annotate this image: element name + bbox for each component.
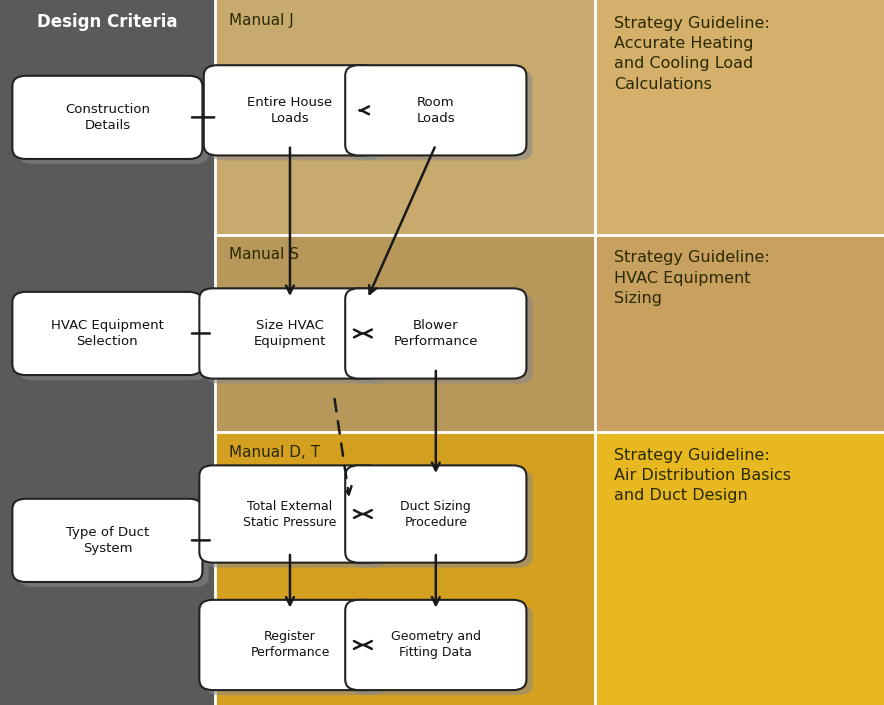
FancyBboxPatch shape <box>210 70 382 161</box>
Text: Strategy Guideline:
HVAC Equipment
Sizing: Strategy Guideline: HVAC Equipment Sizin… <box>614 250 770 306</box>
Text: Manual J: Manual J <box>229 13 293 27</box>
Text: Type of Duct
System: Type of Duct System <box>65 526 149 555</box>
FancyBboxPatch shape <box>12 499 202 582</box>
FancyBboxPatch shape <box>0 0 215 705</box>
FancyBboxPatch shape <box>205 293 387 384</box>
Text: Entire House
Loads: Entire House Loads <box>248 96 332 125</box>
Text: Design Criteria: Design Criteria <box>37 13 178 31</box>
Text: Manual S: Manual S <box>229 247 299 262</box>
Text: Register
Performance: Register Performance <box>250 630 330 659</box>
Text: Blower
Performance: Blower Performance <box>393 319 478 348</box>
FancyBboxPatch shape <box>345 65 526 155</box>
FancyBboxPatch shape <box>352 605 532 695</box>
FancyBboxPatch shape <box>345 465 526 563</box>
FancyBboxPatch shape <box>200 288 381 379</box>
FancyBboxPatch shape <box>345 288 526 379</box>
FancyBboxPatch shape <box>19 297 209 380</box>
FancyBboxPatch shape <box>215 432 595 705</box>
FancyBboxPatch shape <box>12 75 202 159</box>
FancyBboxPatch shape <box>352 293 532 384</box>
FancyBboxPatch shape <box>352 470 532 568</box>
Text: Geometry and
Fitting Data: Geometry and Fitting Data <box>391 630 481 659</box>
Text: Room
Loads: Room Loads <box>416 96 455 125</box>
FancyBboxPatch shape <box>205 470 387 568</box>
FancyBboxPatch shape <box>19 81 209 164</box>
FancyBboxPatch shape <box>595 235 884 432</box>
Text: HVAC Equipment
Selection: HVAC Equipment Selection <box>51 319 164 348</box>
FancyBboxPatch shape <box>12 292 202 375</box>
Text: Total External
Static Pressure: Total External Static Pressure <box>243 500 337 529</box>
FancyBboxPatch shape <box>595 432 884 705</box>
FancyBboxPatch shape <box>345 600 526 690</box>
FancyBboxPatch shape <box>595 0 884 235</box>
Text: Duct Sizing
Procedure: Duct Sizing Procedure <box>400 500 471 529</box>
FancyBboxPatch shape <box>352 70 532 161</box>
Text: Strategy Guideline:
Air Distribution Basics
and Duct Design: Strategy Guideline: Air Distribution Bas… <box>614 448 791 503</box>
FancyBboxPatch shape <box>203 65 377 155</box>
FancyBboxPatch shape <box>215 235 595 432</box>
FancyBboxPatch shape <box>205 605 387 695</box>
FancyBboxPatch shape <box>215 0 595 235</box>
Text: Strategy Guideline:
Accurate Heating
and Cooling Load
Calculations: Strategy Guideline: Accurate Heating and… <box>614 16 770 92</box>
FancyBboxPatch shape <box>200 600 381 690</box>
FancyBboxPatch shape <box>19 503 209 587</box>
Text: Size HVAC
Equipment: Size HVAC Equipment <box>254 319 326 348</box>
FancyBboxPatch shape <box>200 465 381 563</box>
Text: Manual D, T: Manual D, T <box>229 445 320 460</box>
Text: Construction
Details: Construction Details <box>65 103 150 132</box>
